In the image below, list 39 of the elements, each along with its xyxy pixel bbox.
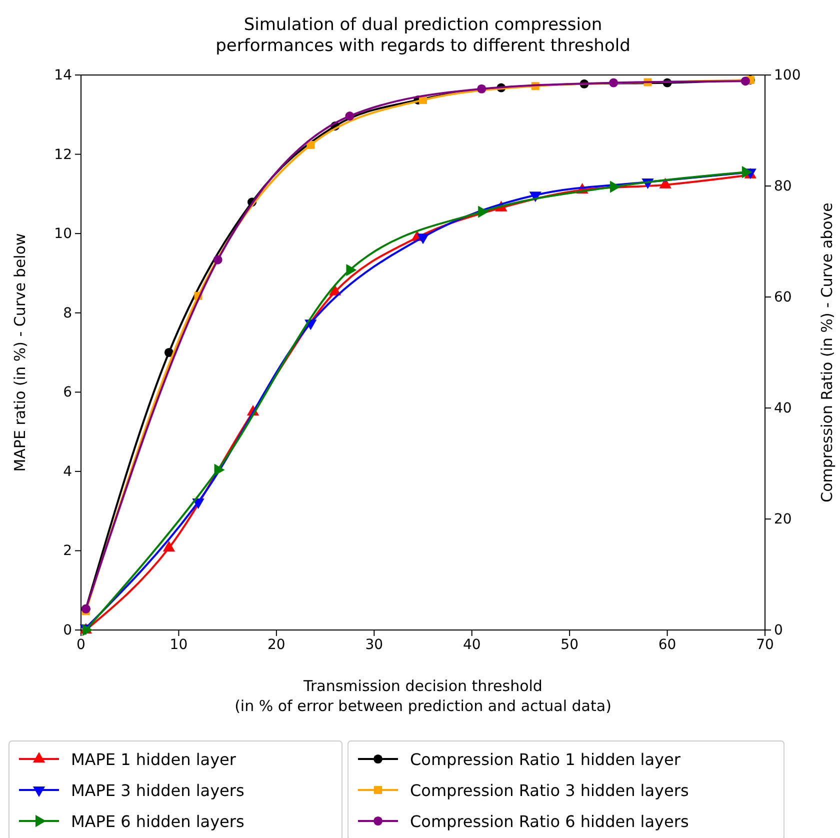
y-tick-label: 4 bbox=[63, 464, 72, 480]
point bbox=[213, 255, 222, 264]
point bbox=[740, 76, 750, 86]
y-axis-title: MAPE ratio (in %) - Curve below bbox=[11, 233, 29, 472]
point bbox=[345, 112, 354, 121]
x-tick-label: 20 bbox=[268, 636, 286, 653]
x-axis-title: Transmission decision threshold (in % of error between prediction and actual data) bbox=[234, 677, 612, 715]
x-tick-label: 0 bbox=[76, 636, 86, 653]
y2-tick-label: 20 bbox=[774, 511, 792, 528]
y2-tick-label: 80 bbox=[774, 178, 792, 194]
y2-tick-label: 0 bbox=[774, 622, 783, 638]
x-tick-label: 60 bbox=[658, 636, 676, 653]
x-tick-label: 40 bbox=[462, 636, 481, 653]
y2-axis-title: Compression Ratio (in %) - Curve above bbox=[818, 202, 836, 502]
point bbox=[477, 84, 486, 94]
legend-label: MAPE 3 hidden layers bbox=[71, 781, 244, 800]
y-tick-label: 2 bbox=[63, 543, 72, 560]
legend-label: Compression Ratio 6 hidden layers bbox=[410, 812, 689, 831]
legend-label: Compression Ratio 1 hidden layer bbox=[410, 750, 681, 769]
y-tick-label: 6 bbox=[63, 384, 72, 401]
x-tick-label: 70 bbox=[756, 636, 774, 653]
x-tick-label: 30 bbox=[365, 636, 384, 653]
legend-label: MAPE 1 hidden layer bbox=[71, 750, 236, 769]
x-tick-label: 10 bbox=[170, 636, 188, 653]
y-tick-label: 8 bbox=[63, 305, 72, 322]
y2-tick-label: 40 bbox=[774, 400, 792, 416]
y-tick-label: 10 bbox=[54, 226, 72, 242]
y-tick-label: 12 bbox=[54, 146, 72, 163]
legend-label: MAPE 6 hidden layers bbox=[71, 812, 244, 831]
point bbox=[609, 78, 618, 88]
y-tick-label: 14 bbox=[54, 67, 72, 84]
legend-label: Compression Ratio 3 hidden layers bbox=[410, 781, 689, 800]
y-tick-label: 0 bbox=[63, 622, 72, 638]
y2-tick-label: 100 bbox=[774, 67, 801, 84]
point bbox=[306, 140, 315, 149]
x-tick-label: 50 bbox=[560, 636, 578, 653]
y2-tick-label: 60 bbox=[774, 289, 792, 306]
point bbox=[164, 348, 174, 358]
chart-title: Simulation of dual prediction compression performances with regards to different threshold bbox=[216, 15, 630, 56]
